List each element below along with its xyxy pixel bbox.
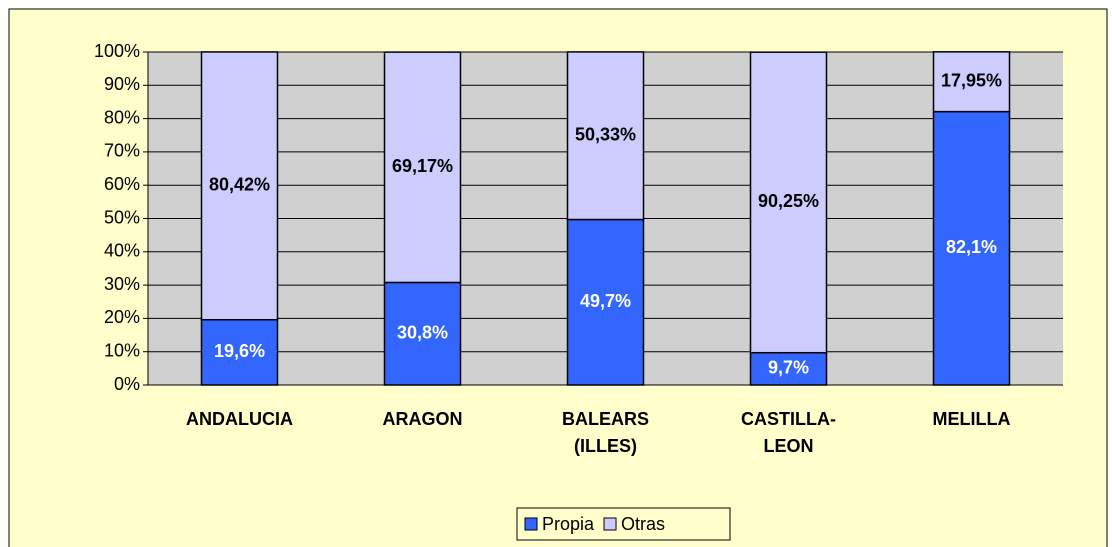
data-label: 17,95% bbox=[941, 70, 1002, 90]
bar-segment bbox=[200, 318, 279, 386]
bar-segment bbox=[200, 51, 279, 321]
data-label: 30,8% bbox=[397, 322, 448, 342]
y-tick-label: 30% bbox=[104, 274, 140, 294]
data-label: 69,17% bbox=[392, 156, 453, 176]
legend-swatch bbox=[603, 517, 617, 531]
bar-segment bbox=[383, 51, 462, 284]
y-tick-label: 80% bbox=[104, 107, 140, 127]
data-label: 80,42% bbox=[209, 175, 270, 195]
bar-segment bbox=[566, 218, 645, 386]
data-label: 50,33% bbox=[575, 124, 636, 144]
y-tick-label: 0% bbox=[114, 374, 140, 394]
y-tick-label: 90% bbox=[104, 74, 140, 94]
data-label: 90,25% bbox=[758, 191, 819, 211]
x-tick-label: CASTILLA-LEON bbox=[741, 409, 836, 456]
bar-segment bbox=[932, 51, 1011, 113]
bar-segment bbox=[383, 281, 462, 386]
y-tick-label: 60% bbox=[104, 174, 140, 194]
y-tick-label: 10% bbox=[104, 340, 140, 360]
y-tick-label: 100% bbox=[94, 41, 140, 61]
data-label: 49,7% bbox=[580, 291, 631, 311]
bar-segment bbox=[566, 51, 645, 221]
legend-swatch bbox=[524, 517, 538, 531]
y-tick-label: 70% bbox=[104, 141, 140, 161]
data-label: 82,1% bbox=[946, 237, 997, 257]
data-label: 9,7% bbox=[768, 358, 809, 378]
x-tick-label: ANDALUCIA bbox=[186, 409, 293, 429]
legend-label: Propia bbox=[542, 514, 595, 534]
x-tick-label: ARAGON bbox=[382, 409, 463, 429]
y-tick-label: 50% bbox=[104, 207, 140, 227]
bar-segment bbox=[749, 51, 828, 354]
y-tick-label: 40% bbox=[104, 241, 140, 261]
y-tick-label: 20% bbox=[104, 307, 140, 327]
data-label: 19,6% bbox=[214, 341, 265, 361]
legend-box bbox=[516, 507, 731, 541]
x-tick-label: MELILLA bbox=[932, 409, 1011, 429]
legend-label: Otras bbox=[621, 514, 665, 534]
bar-segment bbox=[932, 110, 1011, 386]
x-tick-label: BALEARS (ILLES) bbox=[561, 409, 649, 456]
bar-segment bbox=[749, 351, 828, 386]
